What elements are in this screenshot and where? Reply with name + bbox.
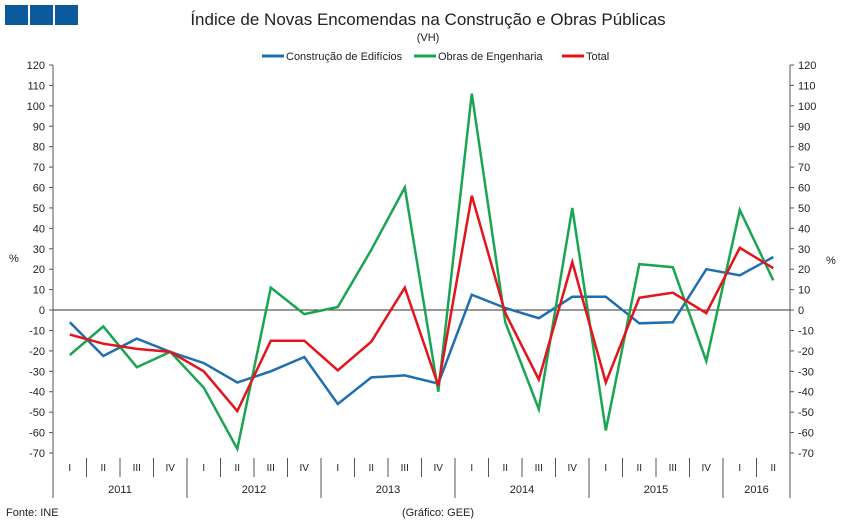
y-tick-label-right: 40: [798, 223, 810, 235]
y-tick-label-left: 120: [27, 60, 45, 72]
y-tick-label-right: 100: [798, 101, 816, 113]
y-tick-label-right: 0: [798, 305, 804, 317]
series-line-2: [69, 195, 774, 414]
x-tick-label-quarter: III: [401, 463, 409, 474]
y-tick-label-right: -30: [798, 366, 814, 378]
x-tick-label-year: 2012: [242, 484, 266, 496]
x-tick-label-quarter: II: [100, 463, 106, 474]
y-tick-label-left: -10: [29, 325, 45, 337]
y-tick-label-left: -60: [29, 428, 45, 440]
x-tick-label-quarter: I: [202, 463, 205, 474]
x-tick-label-quarter: III: [535, 463, 543, 474]
series-line-1: [68, 93, 775, 453]
y-tick-label-right: 60: [798, 183, 810, 195]
y-tick-label-left: 60: [33, 183, 45, 195]
legend-label: Obras de Engenharia: [438, 51, 543, 63]
y-tick-label-right: 90: [798, 121, 810, 133]
y-tick-label-left: -70: [29, 448, 45, 460]
y-tick-label-left: 20: [33, 264, 45, 276]
y-tick-label-left: 80: [33, 142, 45, 154]
chart-subtitle: (VH): [417, 32, 440, 44]
y-tick-label-right: -20: [798, 346, 814, 358]
x-tick-label-year: 2013: [376, 484, 400, 496]
x-tick-label-year: 2014: [510, 484, 534, 496]
x-tick-label-quarter: I: [738, 463, 741, 474]
y-tick-label-right: 110: [798, 80, 816, 92]
legend-label: Total: [586, 51, 609, 63]
x-tick-label-quarter: II: [234, 463, 240, 474]
chart-title: Índice de Novas Encomendas na Construção…: [190, 10, 665, 29]
x-tick-label-year: 2016: [744, 484, 768, 496]
y-tick-label-left: 70: [33, 162, 45, 174]
x-tick-label-quarter: I: [68, 463, 71, 474]
x-tick-label-quarter: IV: [300, 463, 310, 474]
x-tick-label-year: 2011: [108, 484, 132, 496]
y-tick-label-left: -50: [29, 407, 45, 419]
legend-label: Construção de Edifícios: [286, 51, 403, 63]
series-line-0: [68, 255, 774, 406]
y-tick-label-left: 0: [39, 305, 45, 317]
y-tick-label-left: 50: [33, 203, 45, 215]
x-tick-label-year: 2015: [644, 484, 668, 496]
y-tick-label-right: 30: [798, 244, 810, 256]
y-tick-label-left: 30: [33, 244, 45, 256]
x-tick-label-quarter: II: [636, 463, 642, 474]
source-note: Fonte: INE: [6, 507, 59, 519]
y-tick-label-left: 90: [33, 121, 45, 133]
y-tick-label-right: -40: [798, 387, 814, 399]
y-tick-label-left: -40: [29, 387, 45, 399]
y-tick-label-right: 120: [798, 60, 816, 72]
y-tick-label-left: 110: [27, 80, 45, 92]
x-tick-label-quarter: IV: [702, 463, 712, 474]
y-tick-label-right: 20: [798, 264, 810, 276]
x-tick-label-quarter: III: [669, 463, 677, 474]
y-axis-label-left: %: [9, 253, 19, 265]
x-tick-label-quarter: II: [502, 463, 508, 474]
y-tick-label-left: -20: [29, 346, 45, 358]
y-tick-label-left: 40: [33, 223, 45, 235]
credit-note: (Gráfico: GEE): [402, 507, 474, 519]
x-tick-label-quarter: I: [336, 463, 339, 474]
y-tick-label-left: -30: [29, 366, 45, 378]
y-tick-label-right: -60: [798, 428, 814, 440]
y-axis-label-right: %: [826, 255, 836, 267]
y-tick-label-right: -10: [798, 325, 814, 337]
x-tick-label-quarter: III: [133, 463, 141, 474]
x-tick-label-quarter: IV: [568, 463, 578, 474]
x-tick-label-quarter: I: [470, 463, 473, 474]
legend: Construção de Edifícios Obras de Engenhar…: [262, 51, 609, 63]
y-tick-label-left: 10: [33, 285, 45, 297]
x-tick-label-quarter: I: [604, 463, 607, 474]
x-tick-label-quarter: II: [770, 463, 776, 474]
x-tick-label-quarter: IV: [166, 463, 176, 474]
logo: [5, 5, 78, 25]
y-tick-label-right: 50: [798, 203, 810, 215]
y-tick-label-right: 80: [798, 142, 810, 154]
y-tick-label-right: 70: [798, 162, 810, 174]
y-tick-label-right: 10: [798, 285, 810, 297]
y-tick-label-right: -70: [798, 448, 814, 460]
x-tick-label-quarter: IV: [434, 463, 444, 474]
x-tick-label-quarter: III: [267, 463, 275, 474]
x-tick-label-quarter: II: [368, 463, 374, 474]
y-tick-label-left: 100: [27, 101, 45, 113]
y-tick-label-right: -50: [798, 407, 814, 419]
